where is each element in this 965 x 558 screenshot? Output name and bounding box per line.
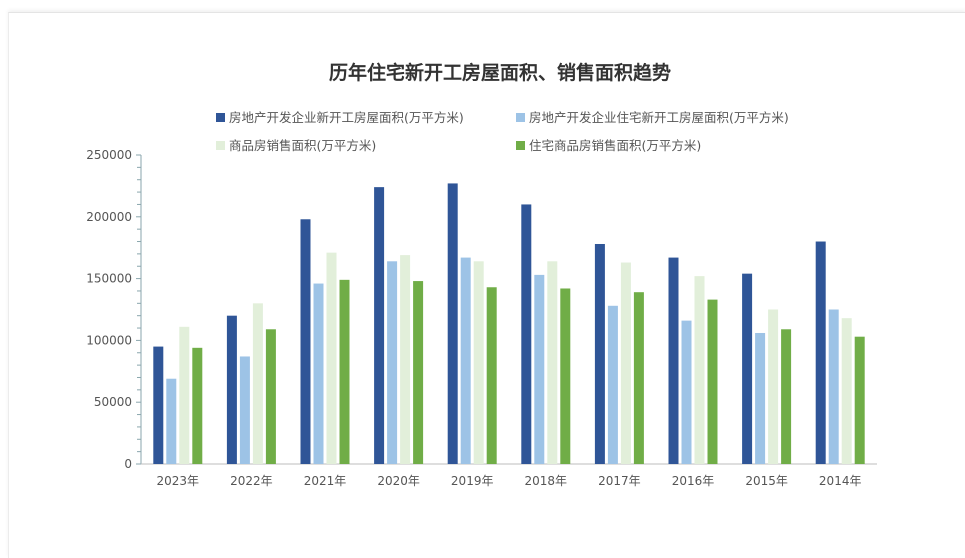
chart-title: 历年住宅新开工房屋面积、销售面积趋势 — [328, 62, 671, 84]
y-tick-label: 150000 — [86, 272, 132, 286]
bar-2016年-series-4 — [707, 299, 718, 464]
bar-2021年-series-1 — [300, 219, 311, 464]
y-tick-label: 50000 — [94, 395, 132, 409]
x-tick-label: 2021年 — [304, 474, 347, 488]
legend-label: 房地产开发企业住宅新开工房屋面积(万平方米) — [529, 110, 789, 125]
bar-2023年-series-4 — [192, 347, 203, 464]
bar-2017年-series-4 — [633, 292, 644, 464]
x-tick-label: 2016年 — [672, 474, 715, 488]
bar-2019年-series-2 — [460, 257, 471, 464]
bar-2019年-series-4 — [486, 287, 497, 464]
bar-2021年-series-3 — [326, 252, 337, 464]
y-tick-label: 0 — [124, 457, 132, 471]
bar-2016年-series-2 — [681, 320, 692, 464]
legend-swatch — [516, 141, 525, 150]
bar-2018年-series-4 — [560, 288, 571, 464]
bar-2020年-series-2 — [387, 261, 398, 464]
bar-2018年-series-3 — [547, 261, 558, 464]
legend-label: 房地产开发企业新开工房屋面积(万平方米) — [229, 110, 464, 125]
bar-2021年-series-4 — [339, 279, 350, 464]
y-tick-label: 100000 — [86, 333, 132, 347]
x-tick-label: 2020年 — [377, 474, 420, 488]
bar-2019年-series-3 — [473, 261, 484, 464]
x-tick-label: 2017年 — [598, 474, 641, 488]
chart-frame — [8, 12, 965, 558]
bar-2023年-series-1 — [153, 346, 164, 464]
x-tick-label: 2019年 — [451, 474, 494, 488]
bar-2016年-series-3 — [694, 276, 705, 464]
bar-2020年-series-4 — [413, 281, 424, 464]
bar-2022年-series-2 — [239, 356, 250, 464]
legend-swatch — [216, 113, 225, 122]
bar-2014年-series-2 — [828, 309, 839, 464]
bar-2017年-series-1 — [594, 243, 605, 464]
bar-2018年-series-1 — [521, 204, 532, 464]
y-tick-label: 250000 — [86, 148, 132, 162]
bar-2022年-series-3 — [252, 303, 263, 464]
bar-2019年-series-1 — [447, 183, 458, 465]
bar-2020年-series-3 — [400, 255, 411, 464]
x-tick-label: 2014年 — [819, 474, 862, 488]
legend-swatch — [216, 141, 225, 150]
bar-2015年-series-4 — [781, 329, 792, 464]
bar-2021年-series-2 — [313, 283, 324, 464]
x-tick-label: 2018年 — [525, 474, 568, 488]
bar-2014年-series-3 — [841, 318, 852, 464]
bar-2017年-series-3 — [620, 262, 631, 464]
x-tick-label: 2022年 — [230, 474, 273, 488]
bar-2018年-series-2 — [534, 274, 545, 464]
bar-2014年-series-1 — [815, 241, 826, 464]
x-tick-label: 2015年 — [745, 474, 788, 488]
bar-2022年-series-1 — [226, 315, 237, 464]
bar-2022年-series-4 — [265, 329, 276, 464]
bar-2017年-series-2 — [607, 305, 618, 464]
bar-2014年-series-4 — [854, 336, 865, 464]
y-tick-label: 200000 — [86, 210, 132, 224]
legend-label: 商品房销售面积(万平方米) — [229, 138, 376, 153]
bar-2023年-series-2 — [166, 378, 177, 464]
legend-label: 住宅商品房销售面积(万平方米) — [529, 138, 701, 153]
bar-2015年-series-3 — [768, 309, 779, 464]
bar-2015年-series-2 — [755, 332, 766, 464]
bar-2023年-series-3 — [179, 326, 190, 464]
bar-2016年-series-1 — [668, 257, 679, 464]
x-tick-label: 2023年 — [157, 474, 200, 488]
bar-2015年-series-1 — [742, 273, 753, 464]
bar-2020年-series-1 — [374, 187, 385, 465]
legend-swatch — [516, 113, 525, 122]
